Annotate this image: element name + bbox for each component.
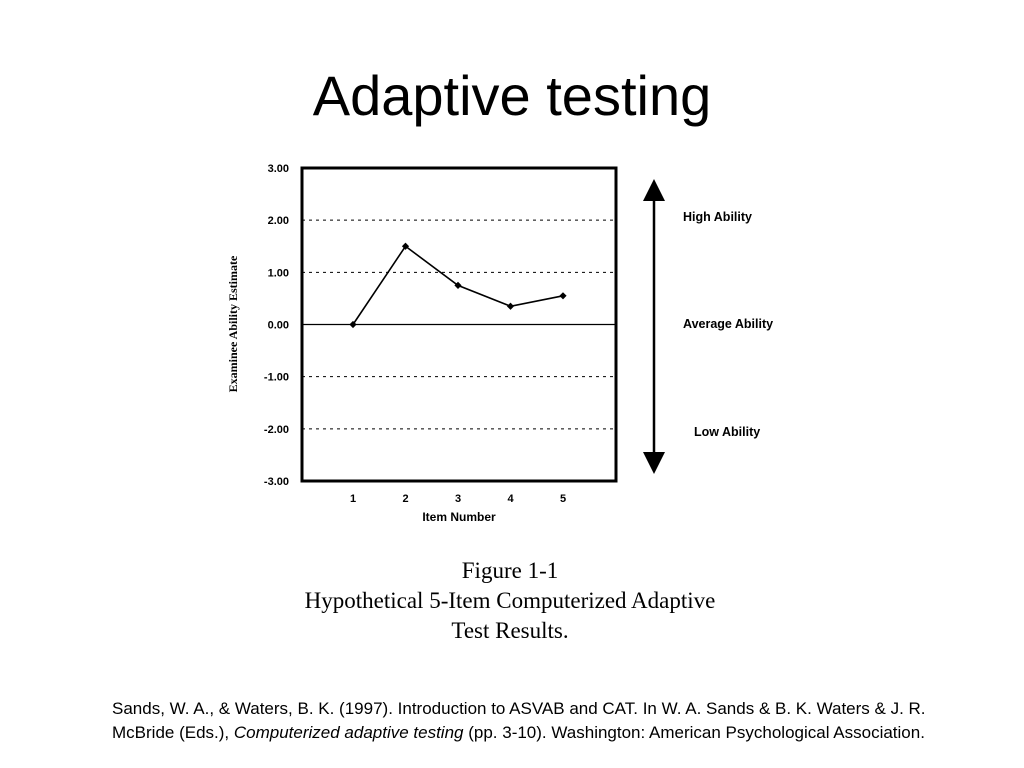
x-tick-label: 2 — [402, 493, 408, 505]
citation: Sands, W. A., & Waters, B. K. (1997). In… — [112, 697, 952, 745]
y-tick-label: 2.00 — [268, 215, 289, 227]
x-tick-labels: 1 2 3 4 5 — [350, 493, 566, 505]
data-point — [454, 281, 462, 289]
y-tick-label: 0.00 — [268, 320, 289, 332]
y-axis-label: Examinee Ability Estimate — [226, 255, 240, 392]
plot-frame — [300, 166, 618, 483]
grid-lines — [302, 219, 616, 430]
y-tick-labels: 3.00 2.00 1.00 0.00 -1.00 -2.00 -3.00 — [264, 163, 289, 488]
x-axis-label: Item Number — [422, 510, 496, 524]
series-layer — [349, 242, 567, 329]
low-ability-label: Low Ability — [694, 425, 760, 439]
y-tick-label: 3.00 — [268, 163, 289, 175]
citation-publisher: (pp. 3-10). Washington: American Psychol… — [463, 723, 925, 742]
x-tick-label: 5 — [560, 493, 566, 505]
citation-text: Sands, W. A., & Waters, B. K. (1997). In… — [112, 699, 926, 742]
high-ability-label: High Ability — [683, 210, 752, 224]
figure-number: Figure 1-1 — [461, 558, 559, 583]
average-ability-label: Average Ability — [683, 317, 773, 331]
figure-caption: Figure 1-1 Hypothetical 5-Item Computeri… — [200, 556, 820, 646]
arrow-up-icon — [643, 179, 665, 201]
data-point — [401, 242, 410, 250]
data-point — [506, 302, 515, 310]
x-tick-label: 3 — [455, 493, 461, 505]
slide-title: Adaptive testing — [312, 64, 712, 127]
x-tick-label: 4 — [507, 493, 514, 505]
arrow-down-icon — [643, 452, 665, 474]
x-tick-label: 1 — [350, 493, 356, 505]
y-tick-label: -3.00 — [264, 476, 289, 488]
citation-book-title: Computerized adaptive testing — [233, 723, 464, 742]
data-point — [559, 292, 567, 300]
ability-scale-arrow — [643, 179, 665, 474]
figure-title-line2: Test Results. — [451, 618, 569, 643]
y-tick-label: -2.00 — [264, 424, 289, 436]
data-point — [349, 320, 357, 329]
y-tick-label: 1.00 — [268, 267, 289, 279]
figure-title-line1: Hypothetical 5-Item Computerized Adaptiv… — [304, 588, 716, 613]
y-tick-label: -1.00 — [264, 372, 289, 384]
